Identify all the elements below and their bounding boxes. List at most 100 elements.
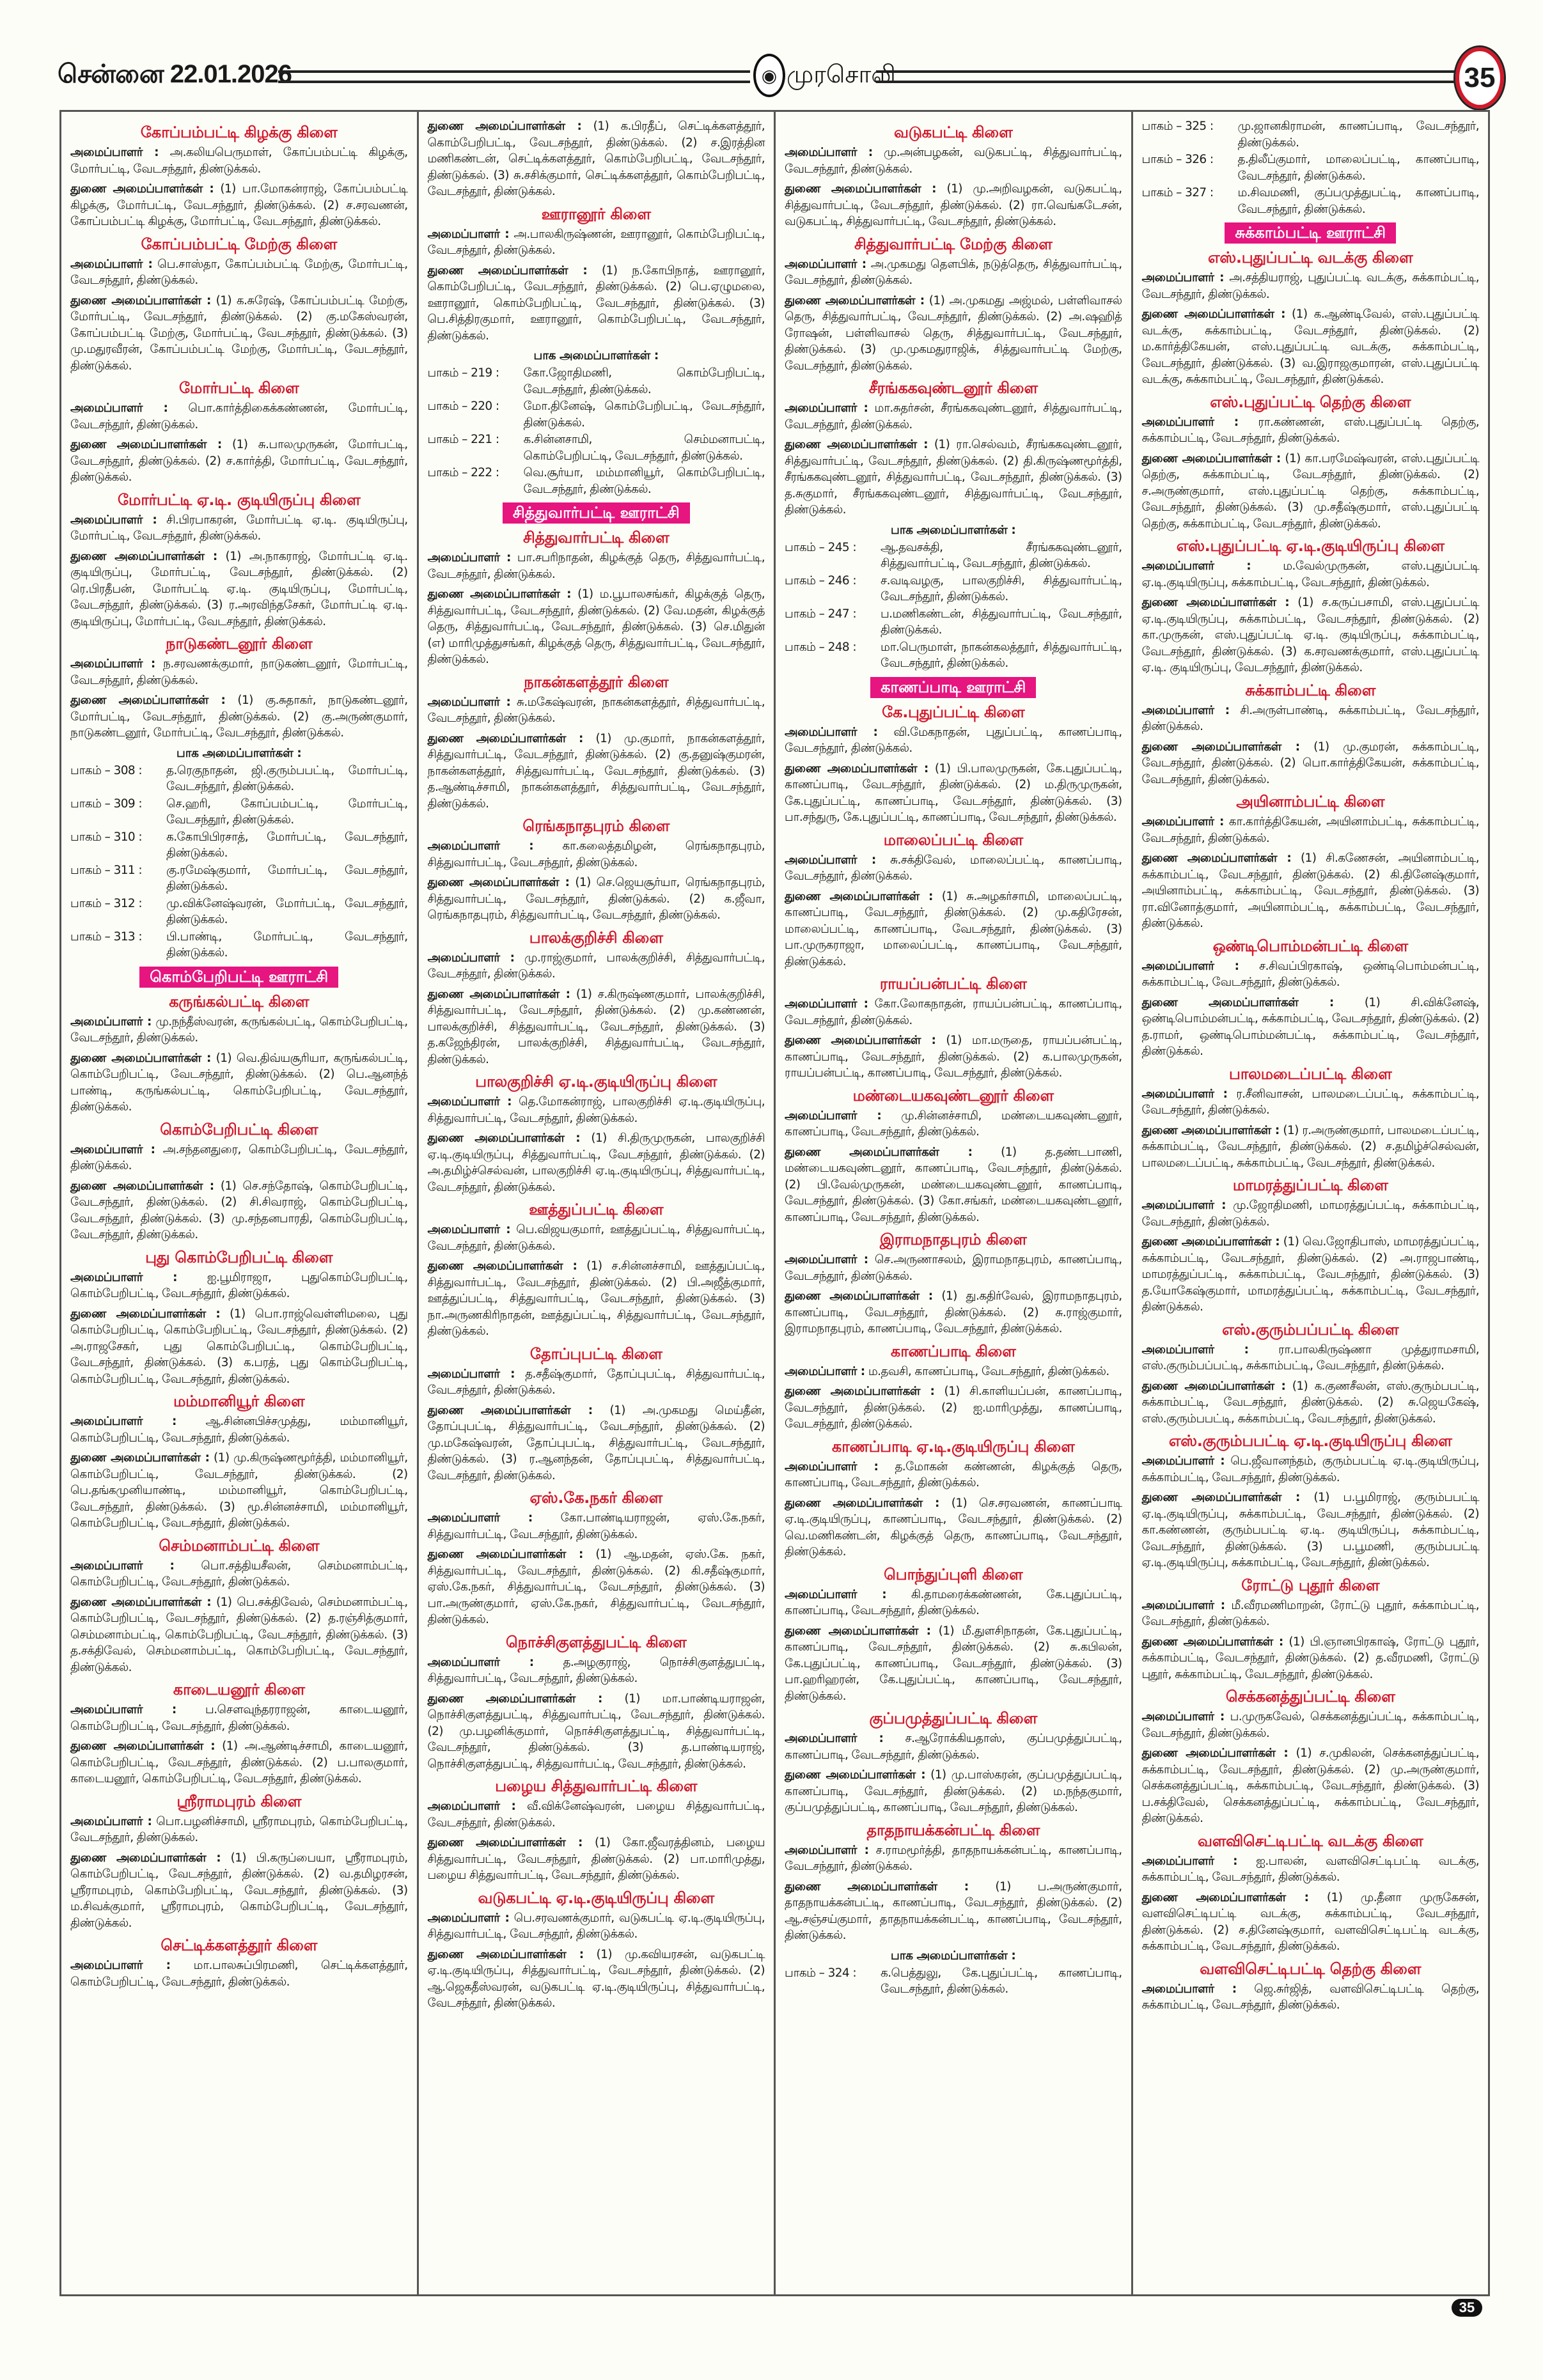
role-label: துணை அமைப்பாளர்கள் : [427, 1403, 593, 1417]
office-bearer-entry: அமைப்பாளர் : ஐ.பூமிராஜா, புதுகொம்பேறிபட்… [70, 1270, 408, 1302]
office-bearer-entry: அமைப்பாளர் : வி.மேகநாதன், புதுப்பட்டி, க… [785, 724, 1122, 757]
office-bearer-entry: துணை அமைப்பாளர்கள் : (1) ஆ.மதன், ஏஸ்.கே.… [428, 1546, 765, 1628]
role-label: துணை அமைப்பாளர்கள் : [1141, 307, 1286, 321]
office-bearer-entry: அமைப்பாளர் : ம.தவசி, காணப்பாடி, வேடசந்தூ… [785, 1364, 1122, 1380]
office-bearer-names: (1) த.தண்டபாணி, மண்டையகவுண்டனூர், காணப்ப… [785, 1145, 1122, 1224]
role-label: அமைப்பாளர் : [70, 1959, 171, 1972]
booth-entry: பாகம் – 221 : க.சின்னசாமி, செம்மனாபட்டி, … [428, 432, 765, 464]
booth-convener: மோ.தினேஷ், கொம்பேறிபட்டி, வேடசந்தூர், தி… [523, 400, 765, 430]
role-label: துணை அமைப்பாளர்கள் : [70, 438, 222, 451]
office-bearer-names: ந.சரவணக்குமார், நாடுகண்டனூர், மோர்பட்டி,… [70, 657, 408, 687]
booth-convener: மு.ஜானகிராமன், காணப்பாடி, வேடசந்தூர், தி… [1237, 120, 1480, 150]
booth-convener: ப.மணிகண்டன், சித்துவார்பட்டி, வேடசந்தூர்… [881, 607, 1122, 637]
booth-convener: கு.ரமேஷ்குமார், மோர்பட்டி, வேடசந்தூர், த… [166, 863, 408, 894]
office-bearer-entry: அமைப்பாளர் : சி.பிரபாகரன், மோர்பட்டி ஏ.ட… [70, 512, 408, 545]
branch-heading: குப்பமுத்துப்பட்டி கிளை [869, 1709, 1038, 1727]
role-label: துணை அமைப்பாளர்கள் : [427, 876, 570, 889]
booth-entry: பாகம் – 311 : கு.ரமேஷ்குமார், மோர்பட்டி, … [70, 862, 408, 895]
role-label: துணை அமைப்பாளர்கள் : [427, 1692, 603, 1706]
office-bearer-names: (1) வெ.திவ்யசூரியா, கருங்கல்பட்டி, கொம்ப… [70, 1051, 408, 1114]
office-bearer-entry: துணை அமைப்பாளர்கள் : (1) க.ஆண்டிவேல், எஸ… [1142, 306, 1480, 388]
office-bearer-entry: அமைப்பாளர் : ப.முருகவேல், செக்கனத்துப்பட… [1142, 1709, 1480, 1741]
role-label: அமைப்பாளர் : [70, 657, 155, 671]
office-bearer-names: (1) சி.காளியப்பன், காணப்பாடி, வேடசந்தூர்… [785, 1385, 1122, 1431]
office-bearer-names: (1) சு.அழகர்சாமி, மாலைப்பட்டி, காணப்பாடி… [785, 889, 1122, 968]
role-label: அமைப்பாளர் : [70, 1415, 176, 1428]
office-bearer-names: (1) மு.கிருஷ்ணமூர்த்தி, மம்மானியூர், கொம… [70, 1451, 408, 1530]
office-bearer-names: (1) ரா.செல்வம், சீரங்ககவுண்டனூர், சித்து… [785, 438, 1122, 517]
branch-heading: காணப்பாடி ஏ.டி.குடியிருப்பு கிளை [831, 1437, 1075, 1456]
office-bearer-names: (1) மு.குமரன், சுக்காம்பட்டி, வேடசந்தூர்… [1141, 740, 1480, 786]
office-bearer-entry: அமைப்பாளர் : த.அழகுராஜ், நொச்சிகுளத்துபட… [428, 1654, 765, 1687]
office-bearer-entry: அமைப்பாளர் : பெ.சாஸ்தா, கோப்பம்பட்டி மேற… [70, 256, 408, 289]
office-bearer-names: வீ.விக்னேஷ்வரன், பழைய சித்துவார்பட்டி, வ… [427, 1800, 765, 1830]
role-label: அமைப்பாளர் : [785, 853, 876, 867]
role-label: அமைப்பாளர் : [70, 1015, 152, 1029]
booth-convener: க.பெத்துலு, கே.புதுப்பட்டி, காணப்பாடி, வ… [881, 1966, 1122, 1996]
role-label: அமைப்பாளர் : [70, 1703, 176, 1716]
booth-entry: பாகம் – 308 : த.ரெகுநாதன், ஜி.குரும்பபட்ட… [70, 763, 408, 795]
role-label: அமைப்பாளர் : [785, 1587, 887, 1601]
branch-heading: ரோட்டு புதூர் கிளை [1241, 1576, 1380, 1594]
office-bearer-entry: அமைப்பாளர் : அ.சத்தியராஜ், புதுப்பட்டி வ… [1142, 270, 1480, 302]
role-label: அமைப்பாளர் : [785, 1732, 884, 1745]
branch-heading: மம்மானியூர் கிளை [173, 1392, 305, 1410]
branch-heading: கோப்பம்பட்டி மேற்கு கிளை [141, 235, 338, 253]
branch-heading: நொச்சிகுளத்துபட்டி கிளை [505, 1633, 687, 1651]
office-bearer-entry: அமைப்பாளர் : ஜெ.சுர்ஜித், வளவிசெட்டிபட்ட… [1142, 1981, 1480, 2014]
office-bearer-names: அ.சத்தியராஜ், புதுப்பட்டி வடக்கு, சுக்கா… [1141, 271, 1480, 301]
role-label: துணை அமைப்பாளர்கள் : [70, 182, 214, 196]
office-bearer-names: ம.வேல்முருகன், எஸ்.புதுப்பட்டி ஏ.டி.குடி… [1141, 559, 1480, 589]
branch-heading: மோர்பட்டி ஏ.டி. குடியிருப்பு கிளை [118, 490, 361, 509]
booth-number: பாகம் – 310 : [70, 830, 143, 844]
role-label: துணை அமைப்பாளர்கள் : [785, 889, 933, 903]
branch-heading: ராயப்பன்பட்டி கிளை [879, 975, 1027, 993]
branch-heading: எஸ்.புதுப்பட்டி ஏ.டி.குடியிருப்பு கிளை [1176, 537, 1445, 555]
office-bearer-names: சி.அருள்பாண்டி, சுக்காம்பட்டி, வேடசந்தூர… [1141, 703, 1480, 734]
role-label: அமைப்பாளர் : [785, 1364, 865, 1378]
role-label: துணை அமைப்பாளர்கள் : [1141, 1746, 1288, 1760]
role-label: அமைப்பாளர் : [1141, 271, 1225, 284]
branch-heading: நாகன்களத்தூர் கிளை [524, 673, 669, 691]
office-bearer-names: கா.கலைத்தமிழன், ரெங்கநாதபுரம், சித்துவார… [427, 839, 765, 869]
office-bearer-names: (1) ஆ.மதன், ஏஸ்.கே. நகர், சித்துவார்பட்ட… [427, 1548, 765, 1626]
role-label: துணை அமைப்பாளர்கள் : [785, 761, 928, 775]
office-bearer-entry: அமைப்பாளர் : பெ.ஜீவானந்தம், குரும்பபட்டி… [1142, 1453, 1480, 1486]
role-label: அமைப்பாளர் : [1141, 415, 1239, 429]
role-label: அமைப்பாளர் : [70, 1270, 178, 1284]
booth-number: பாகம் – 309 : [70, 797, 143, 811]
office-bearer-entry: துணை அமைப்பாளர்கள் : (1) ச.கிருஷ்ணகுமார்… [428, 986, 765, 1068]
booth-convener: ம.சிவமணி, குப்பமுத்துபட்டி, காணப்பாடி, வ… [1237, 186, 1480, 216]
office-bearer-entry: அமைப்பாளர் : ரா.பாலகிருஷ்ணா முத்துராமசாம… [1142, 1342, 1480, 1374]
role-label: துணை அமைப்பாளர்கள் : [70, 694, 226, 707]
office-bearer-entry: துணை அமைப்பாளர்கள் : (1) ர.அருண்குமார், … [1142, 1123, 1480, 1172]
office-bearer-entry: துணை அமைப்பாளர்கள் : (1) பொ.ராஜ்வெள்ளிமல… [70, 1306, 408, 1388]
branch-heading: எஸ்.குரும்பப்பட்டி கிளை [1222, 1320, 1399, 1339]
role-label: அமைப்பாளர் : [70, 513, 157, 527]
role-label: துணை அமைப்பாளர்கள் : [1141, 1235, 1280, 1248]
booth-convener: த.ரெகுநாதன், ஜி.குரும்பபட்டி, மோர்பட்டி,… [166, 763, 408, 794]
office-bearer-entry: துணை அமைப்பாளர்கள் : (1) க.குணசீலன், எஸ்… [1142, 1378, 1480, 1427]
office-bearer-names: பெ.சரவணக்குமார், வடுகபட்டி ஏ.டி.குடியிரு… [427, 1911, 765, 1941]
office-bearer-entry: துணை அமைப்பாளர்கள் : (1) மு.பாஸ்கரன், கு… [785, 1767, 1122, 1816]
booth-entry: பாகம் – 313 : பி.பாண்டி, மோர்பட்டி, வேடசந… [70, 929, 408, 961]
office-bearer-entry: அமைப்பாளர் : ந.சரவணக்குமார், நாடுகண்டனூர… [70, 656, 408, 688]
office-bearer-names: (1) க.குணசீலன், எஸ்.குரும்பபட்டி, சுக்கா… [1141, 1379, 1480, 1426]
booth-entry: பாகம் – 219 : கோ.ஜோதிமணி, கொம்பேறிபட்டி, … [428, 365, 765, 398]
role-label: துணை அமைப்பாளர்கள் : [1141, 852, 1292, 865]
office-bearer-names: த.சதீஷ்குமார், தோப்புபட்டி, சித்துவார்பட… [427, 1367, 765, 1397]
panchayat-banner: கொம்பேறிபட்டி ஊராட்சி [139, 966, 339, 988]
office-bearer-names: கோ.லோகநாதன், ராயப்பன்பட்டி, காணப்பாடி, வ… [785, 997, 1122, 1027]
booth-number: பாகம் – 313 : [70, 929, 143, 944]
booth-entry: பாகம் – 309 : செ.ஹரி, கோப்பம்பட்டி, மோர்ப… [70, 796, 408, 828]
role-label: அமைப்பாளர் : [785, 997, 868, 1011]
role-label: அமைப்பாளர் : [1141, 1087, 1228, 1101]
office-bearer-entry: அமைப்பாளர் : மீ.வீரமணிமாறன், ரோட்டு புதூ… [1142, 1598, 1480, 1630]
role-label: துணை அமைப்பாளர்கள் : [785, 293, 925, 307]
panchayat-banner: சுக்காம்பட்டி ஊராட்சி [1225, 222, 1397, 244]
office-bearer-entry: அமைப்பாளர் : கி.தாமரைக்கண்ணன், கே.புதுப்… [785, 1587, 1122, 1619]
booth-convener: பி.பாண்டி, மோர்பட்டி, வேடசந்தூர், திண்டு… [166, 929, 408, 960]
office-bearer-entry: துணை அமைப்பாளர்கள் : (1) மு.தீனா முருகேச… [1142, 1890, 1480, 1955]
booth-number: பாகம் – 308 : [70, 763, 143, 777]
role-label: அமைப்பாளர் : [70, 257, 153, 271]
